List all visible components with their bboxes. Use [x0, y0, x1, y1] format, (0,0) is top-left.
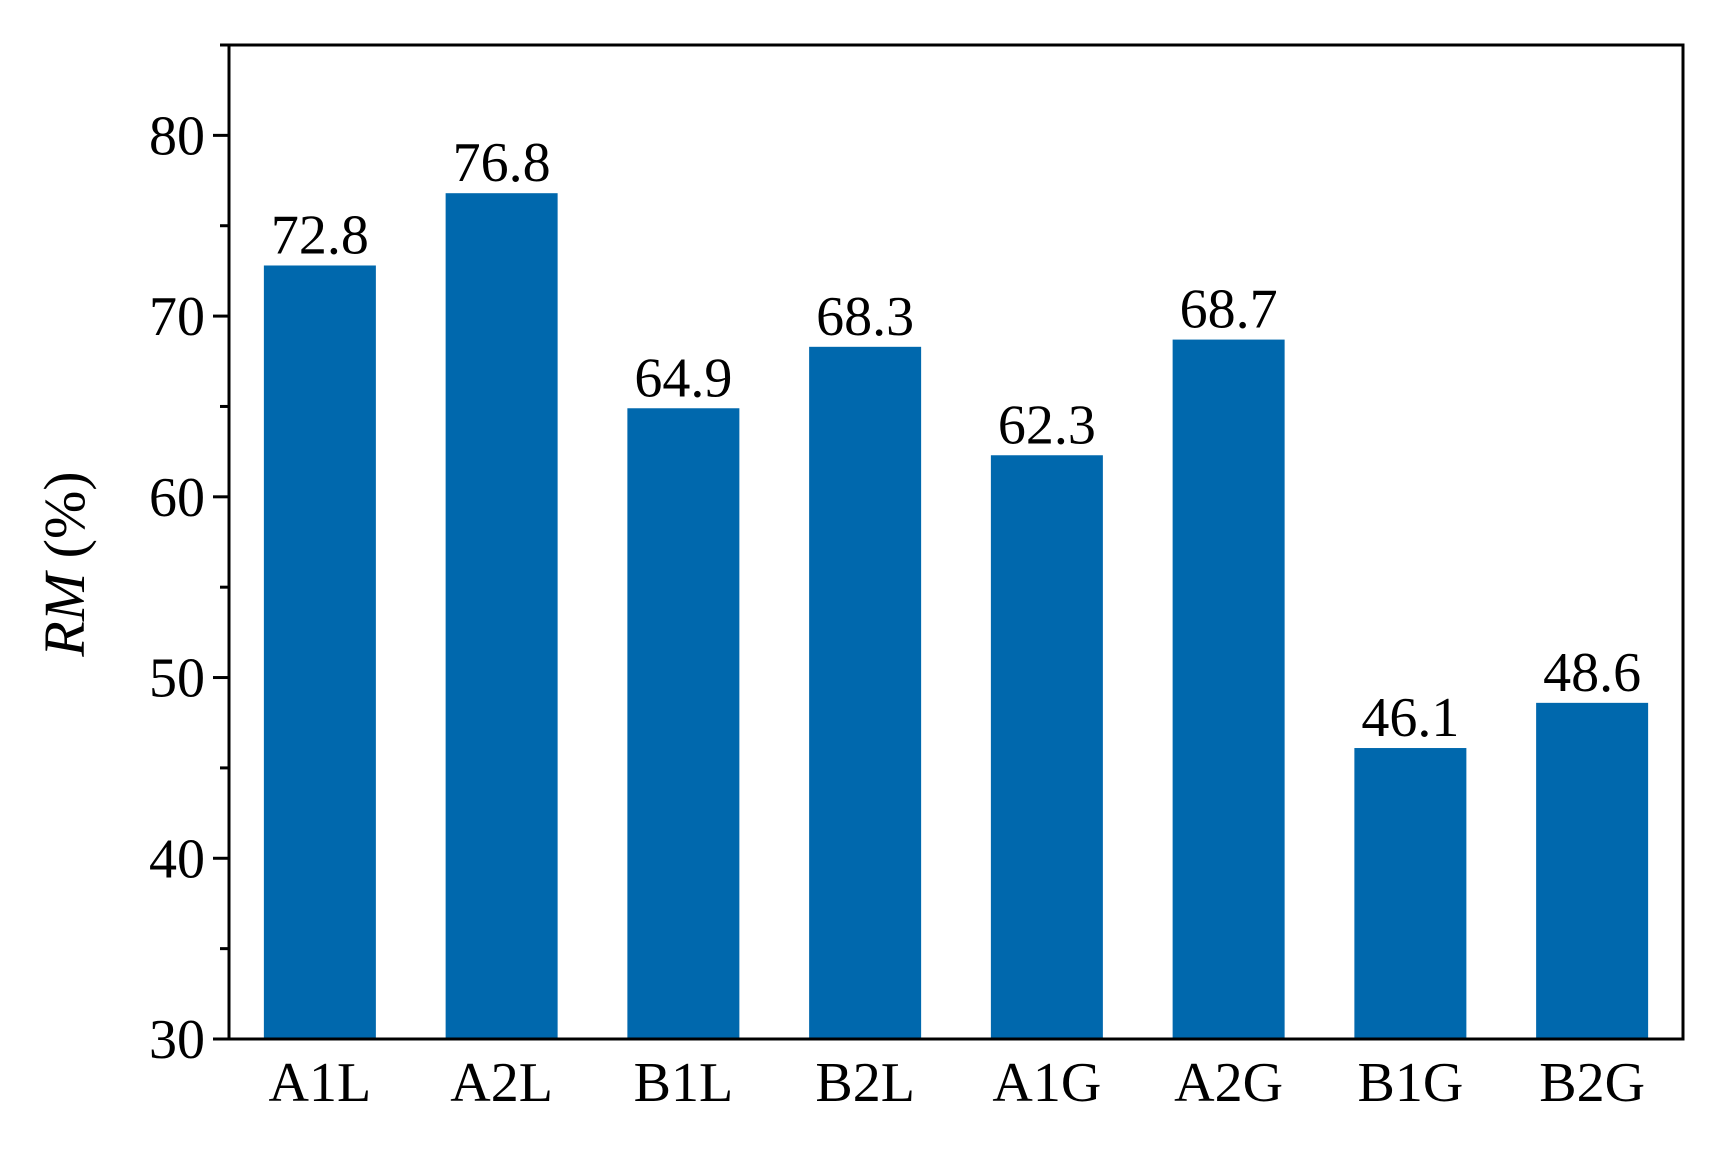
y-axis-ticks: 30 40 50 60 70 80 — [149, 43, 229, 1071]
bar-value-label: 72.8 — [271, 204, 369, 266]
x-tick-label: B2L — [815, 1052, 915, 1114]
bar-value-label: 76.8 — [453, 132, 551, 194]
y-tick-label: 80 — [149, 105, 205, 167]
bar-value-label: 64.9 — [634, 347, 732, 409]
y-axis-title-rest: (%) — [32, 471, 97, 572]
x-tick-label: A2L — [450, 1052, 553, 1114]
bar-value-label: 62.3 — [998, 394, 1096, 456]
bar-A2G — [1172, 339, 1285, 1039]
bars-layer — [263, 193, 1649, 1040]
x-tick-label: B1G — [1357, 1052, 1463, 1114]
x-axis-ticks: A1L A2L B1L B2L A1G A2G B1G B2G — [269, 1052, 1645, 1114]
y-tick-label: 70 — [149, 286, 205, 348]
bar-A1G — [990, 455, 1103, 1039]
y-axis-title-italic: RM — [32, 570, 97, 657]
x-tick-label: A2G — [1174, 1052, 1283, 1114]
bar-value-label: 48.6 — [1543, 642, 1641, 704]
bar-B2G — [1536, 702, 1649, 1039]
x-tick-label: B1L — [634, 1052, 734, 1114]
y-axis-title: RM (%) — [32, 471, 97, 657]
bar-value-label: 68.7 — [1180, 279, 1278, 341]
bar-B1G — [1354, 748, 1467, 1039]
y-tick-label: 40 — [149, 828, 205, 890]
x-tick-label: A1G — [992, 1052, 1101, 1114]
bar-B2L — [809, 346, 922, 1039]
bar-A1L — [263, 265, 376, 1039]
bar-value-label: 46.1 — [1361, 687, 1459, 749]
y-tick-label: 50 — [149, 648, 205, 710]
y-tick-label: 60 — [149, 467, 205, 529]
y-tick-label: 30 — [149, 1009, 205, 1071]
x-tick-label: A1L — [269, 1052, 372, 1114]
bar-A2L — [445, 193, 558, 1040]
bar-value-label: 68.3 — [816, 286, 914, 348]
bar-B1L — [627, 408, 740, 1039]
plot-frame — [227, 43, 1685, 1041]
value-labels-layer: 72.8 76.8 64.9 68.3 62.3 68.7 46.1 48.6 — [271, 132, 1641, 749]
x-tick-label: B2G — [1539, 1052, 1645, 1114]
